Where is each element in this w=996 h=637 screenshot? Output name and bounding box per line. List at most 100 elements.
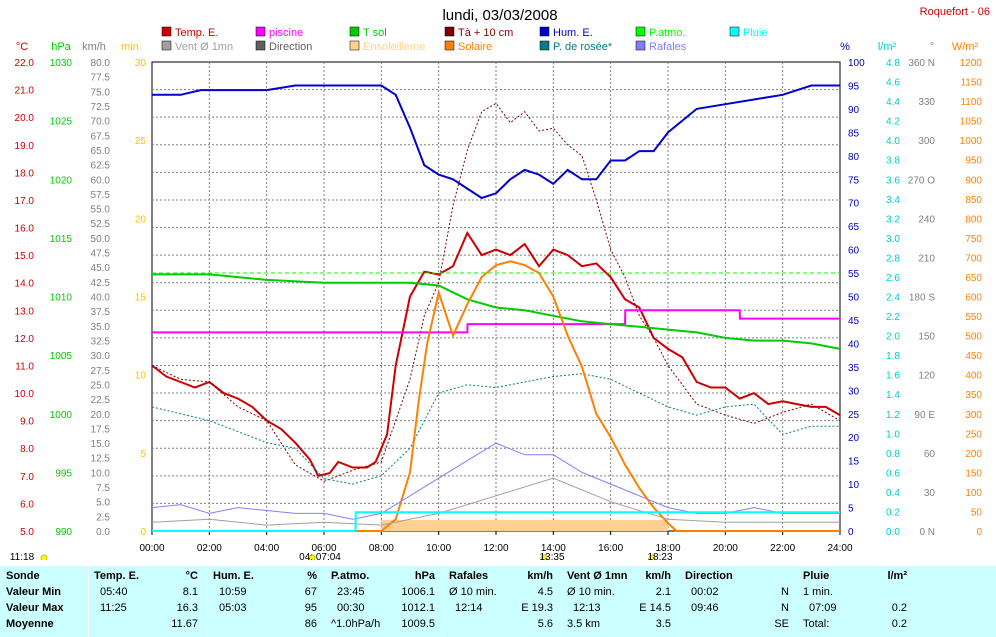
x-tick: 00:00 [139, 543, 164, 554]
hum-min-val: 67 [304, 586, 317, 598]
wind-axis-tick: 72.5 [91, 102, 111, 113]
dir-axis-tick: 210 [918, 253, 935, 264]
table-col-gust: Rafales km/h Ø 10 min. 4.5 12:14 E 19.3 5.6 [449, 566, 559, 637]
press-min-time: 23:45 [337, 586, 365, 598]
hum-axis-unit: % [840, 41, 850, 53]
press-max-time: 00:30 [337, 602, 365, 614]
wind-axis-tick: 37.5 [91, 307, 111, 318]
dir-axis-tick: 180 S [909, 293, 935, 304]
header-press: P.atmo. [331, 570, 370, 582]
x-tick: 24:00 [827, 543, 852, 554]
min-axis-tick: 25 [135, 136, 147, 147]
temp-axis-tick: 19.0 [15, 141, 35, 152]
hum-min-time: 10:59 [219, 586, 247, 598]
unit-wind: km/h [645, 570, 671, 582]
legend-swatch [635, 26, 646, 37]
legend-label: Ensoleilleme [363, 41, 425, 53]
wind-axis-tick: 65.0 [91, 146, 111, 157]
press-avg-val: 1009.5 [401, 618, 435, 630]
legend-swatch [539, 40, 550, 51]
wind-avg-val: 3.5 [655, 618, 671, 630]
solar-axis-tick: 250 [965, 429, 982, 440]
wind-max-val: E 14.5 [639, 602, 671, 614]
temp-max-val: 16.3 [176, 602, 198, 614]
sun-time: 18:23 [647, 552, 672, 560]
x-tick: 02:00 [197, 543, 222, 554]
solar-axis-tick: 100 [965, 488, 982, 499]
solar-axis-tick: 600 [965, 293, 982, 304]
plot-area [151, 61, 841, 532]
hum-axis-tick: 30 [848, 386, 860, 397]
hum-axis-tick: 50 [848, 293, 860, 304]
press-trend: ^1.0hPa/h [331, 618, 381, 630]
solar-axis-tick: 400 [965, 371, 982, 382]
summary-table: Sonde Valeur Min Valeur Max Moyenne Temp… [0, 566, 996, 637]
wind-axis-tick: 62.5 [91, 161, 111, 172]
dir-axis-tick: 270 O [908, 175, 935, 186]
dir-axis-tick: 150 [918, 332, 935, 343]
legend-swatch [161, 40, 172, 51]
legend-swatch [349, 40, 360, 51]
hum-axis-tick: 100 [848, 58, 865, 69]
rain-axis-tick: 1.2 [886, 410, 900, 421]
rain-axis-unit: l/m² [878, 41, 897, 53]
legend-label: P. de rosée* [553, 41, 613, 53]
label-min: Valeur Min [6, 586, 62, 598]
wind-axis-tick: 22.5 [91, 395, 111, 406]
wind-axis-tick: 15.0 [91, 439, 111, 450]
temp-axis-unit: °C [16, 41, 28, 53]
sun-icon [40, 554, 48, 560]
legend-label: Solaire [458, 41, 492, 53]
weather-chart: lundi, 03/03/2008 Roquefort - 06 Temp. E… [10, 6, 990, 560]
rain-axis-tick: 0.4 [886, 488, 900, 499]
x-tick: 14:00 [541, 543, 566, 554]
table-col-wind: Vent Ø 1mn km/h Ø 10 min. 2.1 12:13 E 14.5 … [567, 566, 677, 637]
legend-label: Hum. E. [553, 27, 593, 39]
gust-avg-val: 5.6 [537, 618, 553, 630]
rain-axis-tick: 0.6 [886, 468, 900, 479]
hum-max-time: 05:03 [219, 602, 247, 614]
solar-axis-tick: 1200 [960, 58, 983, 69]
solar-axis-tick: 700 [965, 253, 982, 264]
wind-axis-tick: 35.0 [91, 322, 111, 333]
series-hum-e [152, 84, 840, 200]
legend-swatch [349, 26, 360, 37]
min-axis-tick: 0 [140, 527, 146, 538]
rain-axis-tick: 4.0 [886, 136, 900, 147]
temp-axis-tick: 18.0 [15, 168, 35, 179]
station-name: Roquefort - 06 [920, 6, 990, 18]
wind-axis-tick: 10.0 [91, 468, 111, 479]
wind-min-val: 2.1 [655, 586, 671, 598]
rain-axis-tick: 3.4 [886, 195, 900, 206]
temp-axis-tick: 22.0 [15, 58, 35, 69]
divider [561, 566, 562, 637]
header-gust: Rafales [449, 570, 489, 582]
hum-axis-tick: 40 [848, 339, 860, 350]
wind-axis-tick: 7.5 [96, 483, 110, 494]
label-max: Valeur Max [6, 602, 64, 614]
temp-min-val: 8.1 [182, 586, 198, 598]
header-temp: Temp. E. [94, 570, 140, 582]
temp-axis-tick: 6.0 [20, 499, 34, 510]
temp-axis-tick: 20.0 [15, 113, 35, 124]
solar-axis-unit: W/m² [952, 41, 979, 53]
legend-swatch [255, 26, 266, 37]
x-tick: 10:00 [426, 543, 451, 554]
rain-total-val: 0.2 [891, 618, 907, 630]
solar-axis-tick: 650 [965, 273, 982, 284]
wind-axis-tick: 47.5 [91, 249, 111, 260]
unit-hum: % [307, 570, 317, 582]
table-col-hum: Hum. E.% 10:59 67 05:03 95 86 [213, 566, 323, 637]
rain-axis-tick: 0.2 [886, 507, 900, 518]
x-tick: 12:00 [483, 543, 508, 554]
legend-swatch [444, 26, 455, 37]
temp-axis-tick: 14.0 [15, 279, 35, 290]
divider [325, 566, 326, 637]
temp-axis-tick: 5.0 [20, 527, 34, 538]
legend-swatch [444, 40, 455, 51]
series-pluie [152, 511, 840, 532]
hum-axis-tick: 60 [848, 246, 860, 257]
wind-axis-tick: 77.5 [91, 73, 111, 84]
legend-swatch [539, 26, 550, 37]
press-axis-tick: 1015 [50, 234, 73, 245]
